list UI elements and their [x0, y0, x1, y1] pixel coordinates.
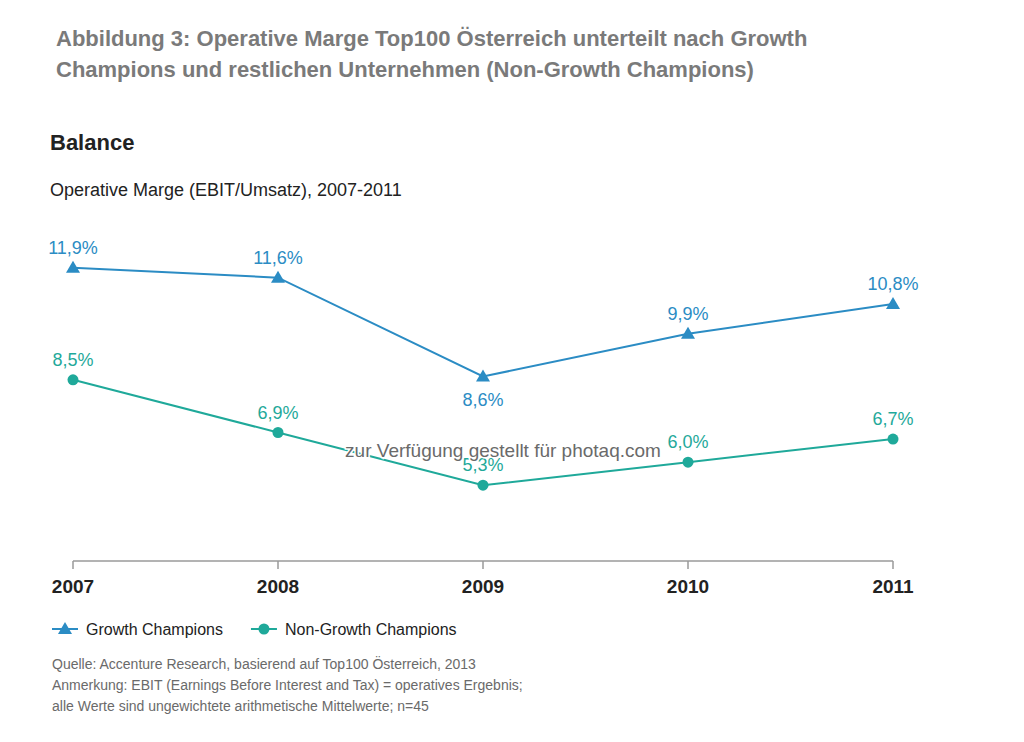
x-tick-label: 2007 [52, 576, 94, 597]
legend-entry: Non-Growth Champions [251, 621, 457, 638]
data-label: 8,6% [462, 390, 503, 410]
line [73, 268, 893, 377]
data-label: 11,9% [48, 238, 98, 258]
marker [273, 427, 284, 438]
data-label: 8,5% [52, 350, 93, 370]
x-tick-label: 2010 [667, 576, 709, 597]
line [73, 380, 893, 485]
legend-label: Growth Champions [86, 621, 223, 638]
data-label: 6,0% [667, 432, 708, 452]
marker [66, 261, 80, 273]
plot-area [66, 261, 900, 491]
marker [68, 374, 79, 385]
note: Quelle: Accenture Research, basierend au… [52, 655, 476, 672]
data-label: 6,9% [257, 403, 298, 423]
marker [886, 297, 900, 309]
legend-label: Non-Growth Champions [285, 621, 457, 638]
note: Anmerkung: EBIT (Earnings Before Interes… [52, 677, 523, 693]
axis-label: Operative Marge (EBIT/Umsatz), 2007-2011 [50, 180, 402, 200]
x-tick [277, 561, 279, 569]
subtitle: Balance [50, 130, 134, 155]
x-tick-label: 2011 [872, 576, 914, 597]
data-label: 9,9% [667, 304, 708, 324]
x-tick-label: 2008 [257, 576, 299, 597]
data-labels: 11,9%11,6%8,6%9,9%10,8%8,5%6,9%5,3%6,0%6… [48, 238, 918, 475]
marker [271, 271, 285, 283]
marker [478, 480, 489, 491]
x-tick [482, 561, 484, 569]
chart: Abbildung 3: Operative Marge Top100 Öste… [0, 0, 1024, 742]
marker [476, 369, 490, 381]
legend-entry: Growth Champions [52, 621, 223, 638]
marker [683, 457, 694, 468]
marker [681, 327, 695, 339]
x-tick [892, 561, 894, 569]
x-tick [687, 561, 689, 569]
data-label: 10,8% [867, 274, 918, 294]
title: Abbildung 3: Operative Marge Top100 Öste… [56, 26, 807, 51]
data-label: 6,7% [872, 409, 913, 429]
data-label: 11,6% [253, 248, 303, 268]
x-tick [72, 561, 74, 569]
x-tick-label: 2009 [462, 576, 504, 597]
marker [888, 434, 899, 445]
watermark: zur Verfügung gestellt für photaq.com [345, 440, 661, 461]
title: Champions und restlichen Unternehmen (No… [56, 57, 754, 82]
note: alle Werte sind ungewichtete arithmetisc… [52, 698, 429, 714]
